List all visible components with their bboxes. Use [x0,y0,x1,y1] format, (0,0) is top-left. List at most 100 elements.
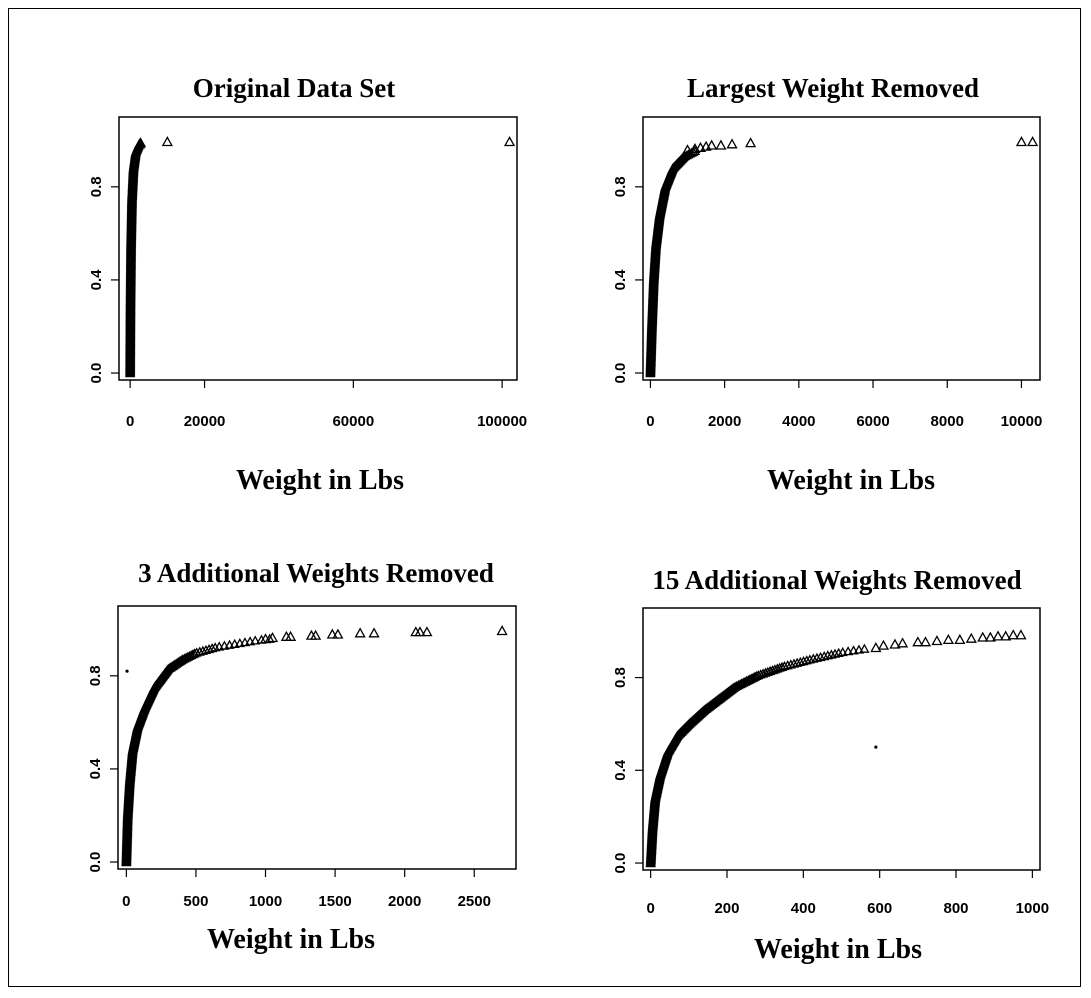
data-point [889,638,901,649]
data-point [191,647,202,657]
x-tick-label: 0 [646,900,654,917]
x-tick-label: 100000 [477,413,527,430]
data-point [134,137,147,148]
data-point [808,653,819,663]
data-point [788,658,800,668]
data-point [421,626,433,637]
panel-1-x-axis: 0 20000 60000 100000 [126,380,527,430]
x-tick-label: 800 [944,900,969,917]
figure-frame [8,8,1081,987]
data-point [681,144,694,155]
x-tick-label: 200 [714,900,739,917]
data-point [848,645,859,655]
y-tick-label: 0.0 [88,363,105,384]
x-tick-label: 500 [183,893,208,910]
data-point [744,137,757,148]
x-tick-label: 2500 [458,893,491,910]
panel-3-y-axis: 0.0 0.4 0.8 [87,665,118,872]
data-point [819,651,830,661]
data-point [795,656,806,667]
data-point [187,649,199,659]
data-point [896,637,909,648]
panel-4-x-axis-label: Weight in Lbs [754,934,922,965]
x-tick-label: 2000 [708,413,741,430]
panel-2-title: Largest Weight Removed [687,73,979,103]
data-point [259,633,272,644]
x-tick-label: 20000 [184,413,226,430]
data-point [992,630,1004,641]
data-point [1000,630,1012,641]
x-tick-label: 2000 [388,893,421,910]
x-tick-label: 10000 [1001,413,1043,430]
data-point [912,636,924,647]
data-point [715,139,727,150]
data-point [877,639,890,650]
data-point [815,651,826,662]
y-tick-label: 0.4 [88,269,105,291]
y-tick-label: 0.8 [88,176,105,197]
panel-1-title: Original Data Set [193,73,396,103]
data-point [829,648,841,658]
data-point [1007,629,1019,640]
data-point [822,650,833,660]
data-point [785,659,796,669]
x-tick-label: 0 [126,413,134,430]
data-point [798,656,809,666]
panel-4: 15 Additional Weights Removed 0.00.40.8 … [612,565,1049,965]
panel-4-title: 15 Additional Weights Removed [652,565,1021,595]
data-point [368,627,380,638]
data-point [804,654,815,664]
data-point [203,643,215,654]
panel-3-series [121,625,508,867]
x-tick-label: 1000 [249,893,282,910]
x-tick-label: 1000 [1016,900,1049,917]
panel-3-x-axis-label: Weight in Lbs [207,924,375,955]
data-point [332,628,344,639]
data-point [801,655,812,665]
stray-dot [125,669,129,673]
data-point [965,632,977,643]
y-tick-label: 0.8 [87,665,104,686]
x-tick-label: 4000 [782,413,815,430]
panel-3-title: 3 Additional Weights Removed [138,558,494,588]
data-point [706,139,718,150]
data-point [870,642,882,653]
x-tick-label: 8000 [931,413,964,430]
panel-1: Original Data Set 0.0 0.4 0.8 0 20000 60000 1… [88,73,527,496]
panel-3-plot-area [117,605,517,870]
data-point [843,646,854,656]
panel-2-x-axis-label: Weight in Lbs [767,465,935,496]
data-point [250,635,261,645]
data-point [977,631,989,642]
panel-1-y-axis: 0.0 0.4 0.8 [88,176,119,383]
data-point [496,625,508,636]
panel-2-series [645,136,1039,378]
data-point [1015,136,1028,147]
data-point [503,136,516,147]
x-tick-label: 60000 [332,413,374,430]
data-point [1026,136,1039,147]
y-tick-label: 0.8 [612,176,629,197]
data-point [954,633,966,645]
panel-1-series [125,136,516,378]
data-point [942,633,954,645]
data-point [161,136,173,147]
x-tick-label: 1500 [318,893,351,910]
x-tick-label: 6000 [856,413,889,430]
y-tick-label: 0.0 [612,853,629,874]
data-point [984,631,996,642]
panel-3-x-axis: 0 500 1000 1500 2000 2500 [122,869,491,910]
data-point [197,645,208,655]
y-tick-label: 0.4 [612,759,629,781]
data-point [326,628,338,639]
data-point [354,627,366,638]
x-tick-label: 0 [646,413,654,430]
data-point [782,660,793,670]
x-tick-label: 0 [122,893,130,910]
panel-2-x-axis: 0 2000 4000 6000 8000 10000 [646,380,1042,430]
data-point [826,649,837,659]
panel-3: 3 Additional Weights Removed 0.0 0.4 0.8 0… [87,558,517,955]
x-tick-label: 600 [867,900,892,917]
y-tick-label: 0.0 [612,363,629,384]
